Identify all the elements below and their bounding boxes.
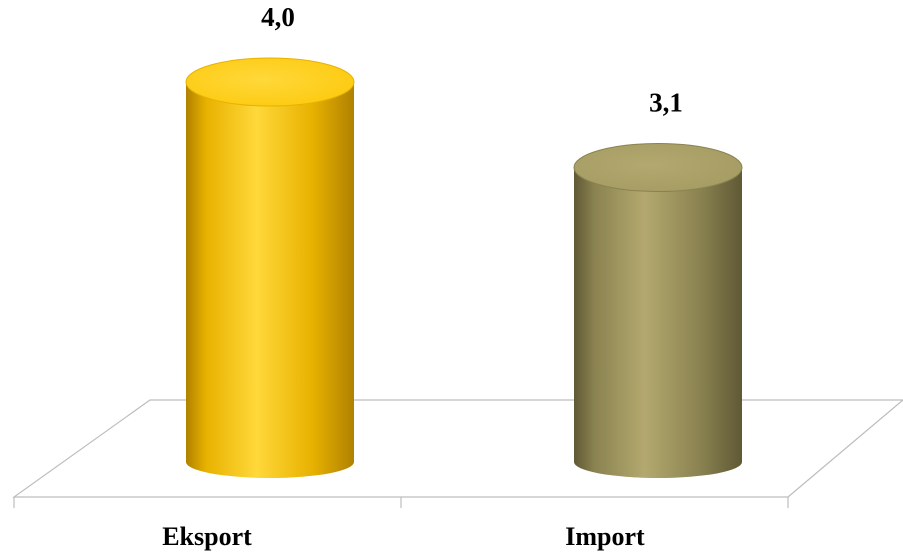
bar-import [573, 143, 743, 478]
bar-top-eksport [185, 57, 355, 107]
bar-body-import [574, 167, 742, 478]
category-labels: Eksport Import [162, 522, 645, 551]
category-label-import: Import [565, 522, 645, 551]
value-label-import: 3,1 [649, 88, 683, 118]
bar-body-eksport [186, 82, 354, 478]
value-label-eksport: 4,0 [261, 2, 295, 32]
bars [185, 57, 743, 478]
chart-floor [12, 399, 903, 508]
category-label-eksport: Eksport [162, 522, 252, 551]
value-labels: 4,0 3,1 [261, 2, 683, 118]
bar-top-import [573, 143, 743, 192]
bar-eksport [185, 57, 355, 478]
floor-plane [12, 399, 903, 498]
